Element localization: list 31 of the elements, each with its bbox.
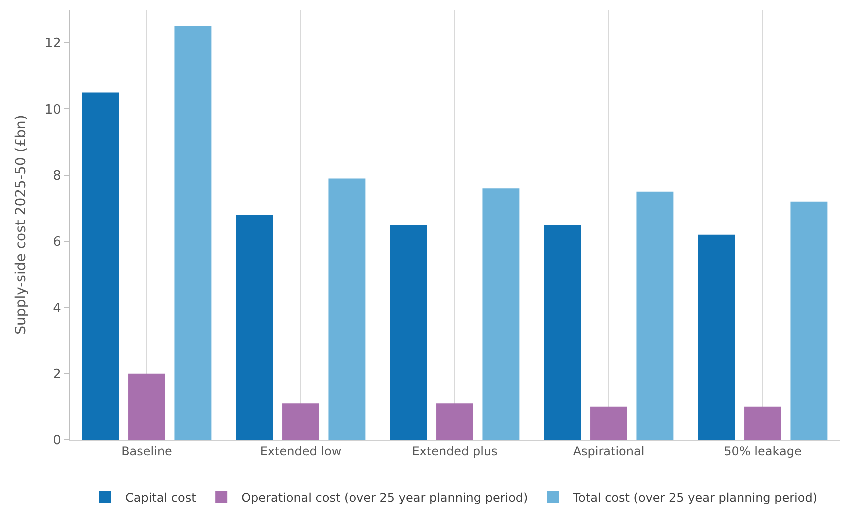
bar (590, 406, 628, 440)
y-tick-label: 10 (44, 102, 62, 118)
bar (390, 225, 428, 440)
y-tick-label: 12 (44, 36, 62, 52)
y-axis-title: Supply-side cost 2025-50 (£bn) (13, 115, 30, 335)
bar (790, 202, 828, 440)
x-tick-label: Aspirational (573, 444, 645, 458)
y-tick-label: 8 (53, 168, 62, 184)
bar (544, 225, 582, 440)
bar (328, 178, 366, 440)
bar (698, 234, 736, 440)
bar (282, 404, 320, 440)
y-tick-label: 4 (53, 301, 62, 316)
bar (636, 192, 674, 440)
legend-label: Capital cost (126, 491, 197, 506)
x-tick-label: 50% leakage (724, 444, 802, 458)
x-tick-label: Extended low (260, 444, 342, 458)
bar (82, 92, 120, 440)
bar (436, 404, 474, 440)
legend-label: Operational cost (over 25 year planning period) (242, 491, 528, 506)
y-tick-label: 6 (53, 235, 62, 250)
bar (174, 26, 212, 440)
y-tick-label: 0 (53, 434, 62, 449)
bar (482, 188, 520, 440)
bar (236, 215, 274, 440)
x-tick-label: Extended plus (412, 444, 498, 458)
bar (744, 406, 782, 440)
bar (128, 374, 166, 440)
x-tick-label: Baseline (122, 444, 172, 458)
y-tick-label: 2 (53, 367, 62, 382)
legend-label: Total cost (over 25 year planning period) (572, 491, 818, 506)
